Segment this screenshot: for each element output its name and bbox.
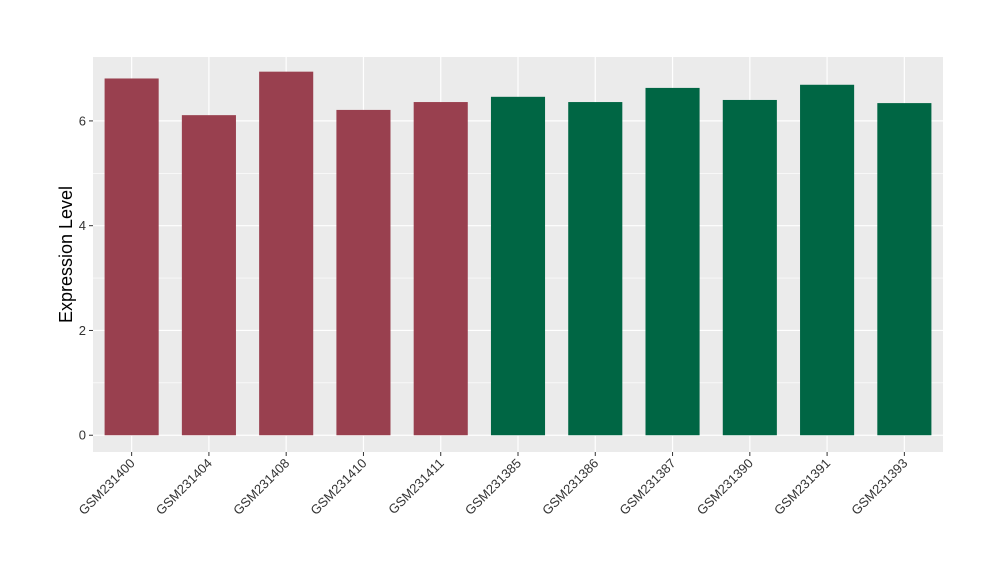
bar-GSM231390 [722, 99, 777, 436]
bar-GSM231393 [877, 103, 932, 436]
x-tick-label: GSM231393 [848, 456, 910, 518]
bar-GSM231410 [336, 109, 391, 436]
bar-GSM231404 [181, 115, 236, 436]
bars [104, 71, 932, 436]
x-tick-label: GSM231410 [307, 456, 369, 518]
x-tick-label: GSM231385 [462, 456, 524, 518]
x-tick-label: GSM231408 [230, 456, 292, 518]
x-tick-label: GSM231404 [153, 456, 215, 518]
bar-GSM231411 [413, 102, 468, 436]
x-axis: GSM231400 GSM231404 GSM231408 GSM231410 GSM2… [76, 452, 910, 518]
y-axis: 0 2 4 6 [79, 113, 93, 443]
x-tick-label: GSM231400 [76, 456, 138, 518]
bar-GSM231391 [800, 84, 855, 436]
bar-GSM231387 [645, 87, 700, 436]
y-tick-label: 2 [79, 323, 86, 338]
bar-GSM231400 [104, 78, 159, 436]
bar-GSM231385 [490, 96, 546, 436]
y-tick-label: 4 [79, 218, 86, 233]
x-tick-label: GSM231387 [616, 456, 678, 518]
y-tick-label: 6 [79, 113, 86, 128]
bar-GSM231408 [259, 71, 314, 436]
x-tick-label: GSM231390 [694, 456, 756, 518]
y-axis-title: Expression Level [56, 186, 76, 323]
x-tick-label: GSM231386 [539, 456, 601, 518]
bar-GSM231386 [568, 102, 623, 436]
y-tick-label: 0 [79, 428, 86, 443]
x-tick-label: GSM231411 [385, 456, 447, 518]
x-tick-label: GSM231391 [771, 456, 833, 518]
